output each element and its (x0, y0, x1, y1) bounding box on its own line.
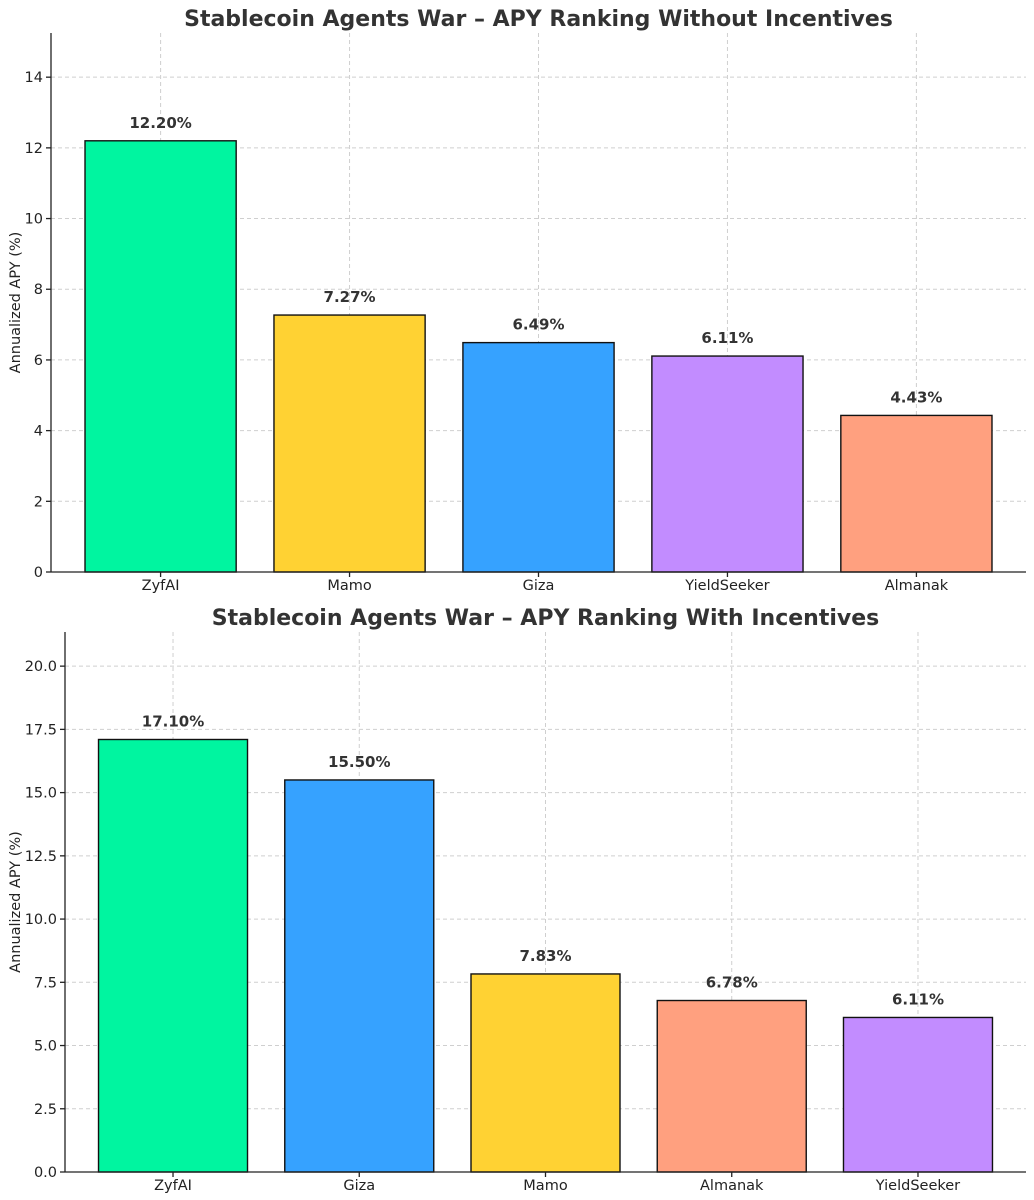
x-tick-label: Giza (343, 1178, 375, 1194)
y-tick-label: 12.5 (25, 849, 57, 865)
value-label: 7.27% (324, 288, 376, 306)
x-tick-label: YieldSeeker (684, 578, 769, 594)
x-tick-label: Giza (523, 578, 555, 594)
x-tick-label: Mamo (327, 578, 372, 594)
y-tick-label: 14 (25, 70, 43, 86)
bar-mamo (273, 314, 426, 573)
value-label: 6.78% (706, 974, 758, 992)
y-axis-label: Annualized APY (%) (8, 232, 24, 374)
bar-giza (462, 341, 615, 573)
x-tick-label: ZyfAI (154, 1178, 192, 1194)
bar-yieldseeker (842, 1016, 994, 1173)
x-tick-label: Almanak (885, 578, 949, 594)
chart-title: Stablecoin Agents War – APY Ranking With… (212, 606, 880, 631)
x-tick-label: ZyfAI (142, 578, 180, 594)
y-tick-label: 10.0 (25, 912, 57, 928)
chart-title: Stablecoin Agents War – APY Ranking With… (184, 7, 893, 32)
value-label: 7.83% (519, 947, 571, 965)
x-tick-label: Almanak (700, 1178, 764, 1194)
y-tick-label: 6 (34, 353, 43, 369)
y-tick-label: 5.0 (34, 1039, 57, 1055)
x-tick-label: YieldSeeker (875, 1178, 960, 1194)
y-tick-label: 4 (34, 424, 43, 440)
bar-zyfai (97, 738, 249, 1173)
bar-mamo (470, 973, 621, 1173)
y-tick-label: 0.0 (34, 1165, 57, 1181)
value-label: 4.43% (890, 388, 942, 406)
y-tick-label: 15.0 (25, 786, 57, 802)
y-tick-label: 12 (25, 141, 43, 157)
value-label: 12.20% (129, 114, 191, 132)
y-tick-label: 2 (34, 494, 43, 510)
y-tick-label: 20.0 (25, 659, 57, 675)
chart-with-incentives: Stablecoin Agents War – APY Ranking With… (8, 606, 1026, 1194)
value-label: 6.11% (892, 990, 944, 1008)
value-label: 6.49% (512, 316, 564, 334)
y-tick-label: 2.5 (34, 1102, 57, 1118)
y-tick-label: 17.5 (25, 722, 57, 738)
bar-giza (284, 779, 435, 1173)
y-axis-label: Annualized APY (%) (8, 831, 24, 973)
value-label: 6.11% (701, 329, 753, 347)
bar-almanak (656, 999, 807, 1173)
bar-yieldseeker (651, 355, 804, 573)
y-tick-label: 7.5 (34, 975, 57, 991)
bar-zyfai (84, 140, 237, 573)
bar-almanak (840, 414, 993, 573)
x-tick-label: Mamo (523, 1178, 568, 1194)
value-label: 15.50% (328, 753, 390, 771)
y-tick-label: 0 (34, 565, 43, 581)
value-label: 17.10% (142, 712, 204, 730)
y-tick-label: 8 (34, 282, 43, 298)
y-tick-label: 10 (25, 212, 43, 228)
chart-without-incentives: Stablecoin Agents War – APY Ranking With… (8, 7, 1026, 594)
